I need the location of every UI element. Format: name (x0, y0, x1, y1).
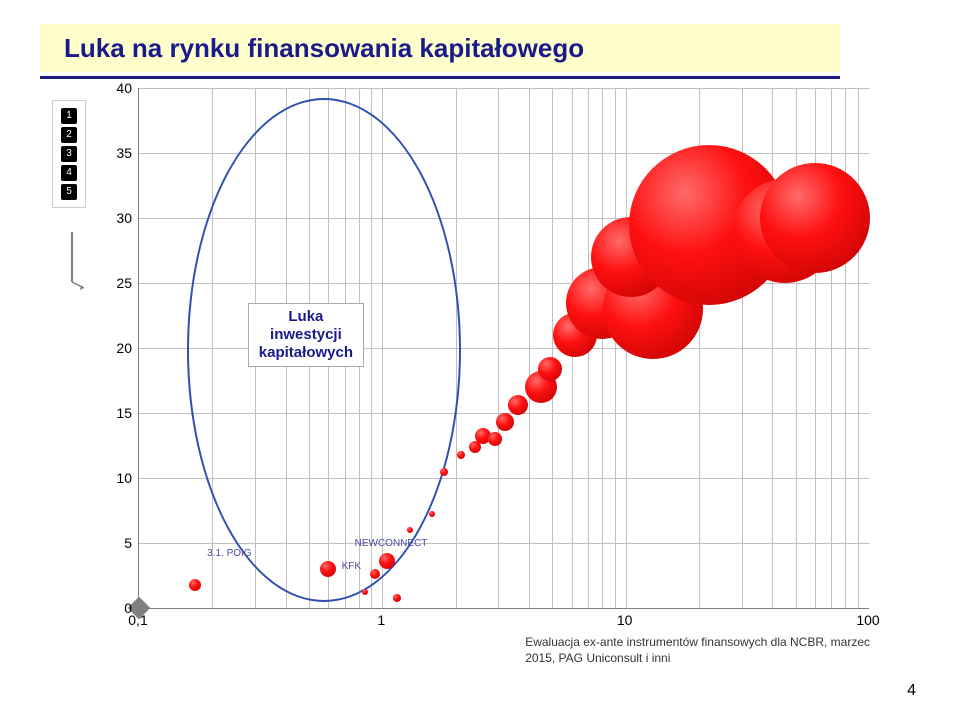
bubble-point (393, 594, 401, 602)
gridline-v (602, 88, 603, 608)
gap-annotation-line: kapitałowych (259, 344, 353, 362)
gridline-v (615, 88, 616, 608)
y-tick-label: 15 (108, 405, 132, 421)
x-tick-label: 10 (617, 612, 633, 628)
source-citation: Ewaluacja ex-ante instrumentów finansowy… (525, 634, 870, 666)
gridline-v (858, 88, 859, 608)
y-tick-label: 40 (108, 80, 132, 96)
bubble-point (189, 579, 201, 591)
y-tick-label: 10 (108, 470, 132, 486)
legend-bullet: 5 (61, 184, 77, 200)
page-title: Luka na rynku finansowania kapitałowego (64, 33, 584, 64)
bubble-point (320, 561, 336, 577)
x-tick-label: 100 (856, 612, 879, 628)
bubble-point (429, 511, 435, 517)
ann-poig: 3.1. POIG (207, 548, 251, 559)
side-legend: 1 2 3 4 5 (52, 100, 86, 208)
bubble-point (538, 357, 562, 381)
page-number: 4 (907, 682, 916, 700)
gap-annotation-line: inwestycji (259, 326, 353, 344)
gridline-v (529, 88, 530, 608)
legend-bullet: 4 (61, 165, 77, 181)
x-tick-label: 0,1 (128, 612, 147, 628)
legend-bullet: 2 (61, 127, 77, 143)
gridline-v (772, 88, 773, 608)
title-underline (40, 76, 840, 79)
legend-bullet: 1 (61, 108, 77, 124)
gridline-v (552, 88, 553, 608)
bubble-point (457, 451, 465, 459)
source-line-2: 2015, PAG Uniconsult i inni (525, 651, 670, 665)
bubble-point (488, 432, 502, 446)
bubble-point (508, 395, 528, 415)
y-tick-label: 25 (108, 275, 132, 291)
y-tick-label: 35 (108, 145, 132, 161)
bubble-point (362, 589, 368, 595)
bubble-point (379, 553, 395, 569)
bubble-point (370, 569, 380, 579)
bubble-chart: Lukainwestycjikapitałowych 3.1. POIG NEWCO… (108, 88, 868, 648)
y-tick-label: 5 (108, 535, 132, 551)
gridline-v (845, 88, 846, 608)
bubble-point (407, 527, 413, 533)
ann-newconnect: NEWCONNECT (355, 538, 428, 549)
arrow-icon (60, 232, 84, 296)
y-tick-label: 30 (108, 210, 132, 226)
ann-kfk: KFK (342, 561, 361, 572)
gap-annotation-line: Luka (259, 308, 353, 326)
gridline-v (498, 88, 499, 608)
x-tick-label: 1 (377, 612, 385, 628)
bubble-point (496, 413, 514, 431)
gap-annotation: Lukainwestycjikapitałowych (248, 303, 364, 367)
source-line-1: Ewaluacja ex-ante instrumentów finansowy… (525, 635, 870, 649)
plot-area: Lukainwestycjikapitałowych 3.1. POIG NEWCO… (138, 88, 869, 609)
bubble-point (440, 468, 448, 476)
y-tick-label: 20 (108, 340, 132, 356)
title-banner: Luka na rynku finansowania kapitałowego (40, 24, 840, 72)
bubble-point (760, 163, 870, 273)
legend-bullet: 3 (61, 146, 77, 162)
gridline-h (139, 88, 869, 89)
